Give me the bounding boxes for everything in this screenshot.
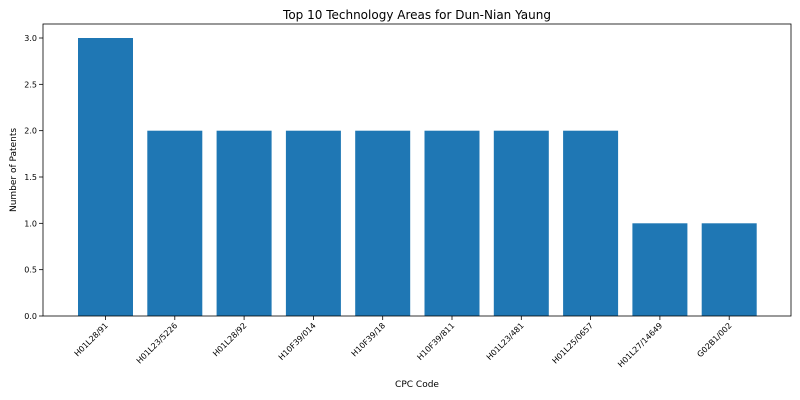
y-axis: 0.0 0.5 1.0 1.5 2.0 2.5 3.0	[24, 34, 43, 321]
bar-G02B1/002	[702, 223, 757, 316]
bar-H10F39/811	[425, 131, 480, 316]
x-tick-label: H01L28/91	[73, 321, 110, 358]
x-tick-label: H01L23/5226	[135, 321, 179, 365]
x-tick-label: H10F39/014	[277, 321, 318, 362]
chart-title: Top 10 Technology Areas for Dun-Nian Yau…	[282, 8, 551, 22]
bar-H01L27/14649	[632, 223, 687, 316]
y-tick-label: 0.0	[24, 312, 37, 321]
x-tick-label: H10F39/18	[350, 321, 387, 358]
bar-H10F39/014	[286, 131, 341, 316]
y-axis-label: Number of Patents	[9, 128, 19, 212]
y-tick-label: 0.5	[24, 266, 37, 275]
y-tick-label: 1.5	[24, 173, 37, 182]
x-tick-label: H01L27/14649	[616, 321, 664, 369]
bars	[78, 38, 757, 316]
x-tick-label: H01L23/481	[485, 321, 526, 362]
y-tick-label: 2.5	[24, 80, 37, 89]
x-tick-label: H01L28/92	[211, 321, 248, 358]
bar-H01L25/0657	[563, 131, 618, 316]
bar-H10F39/18	[355, 131, 410, 316]
bar-H01L23/481	[494, 131, 549, 316]
y-tick-label: 3.0	[24, 34, 37, 43]
y-tick-label: 2.0	[24, 127, 37, 136]
x-axis: H01L28/91 H01L23/5226 H01L28/92 H10F39/014 H…	[73, 316, 734, 369]
x-tick-label: H10F39/811	[415, 321, 456, 362]
bar-H01L28/92	[217, 131, 272, 316]
x-tick-label: G02B1/002	[695, 321, 733, 359]
y-tick-label: 1.0	[24, 219, 37, 228]
x-axis-label: CPC Code	[395, 380, 439, 390]
bar-H01L28/91	[78, 38, 133, 316]
bar-H01L23/5226	[147, 131, 202, 316]
x-tick-label: H01L25/0657	[551, 321, 595, 365]
